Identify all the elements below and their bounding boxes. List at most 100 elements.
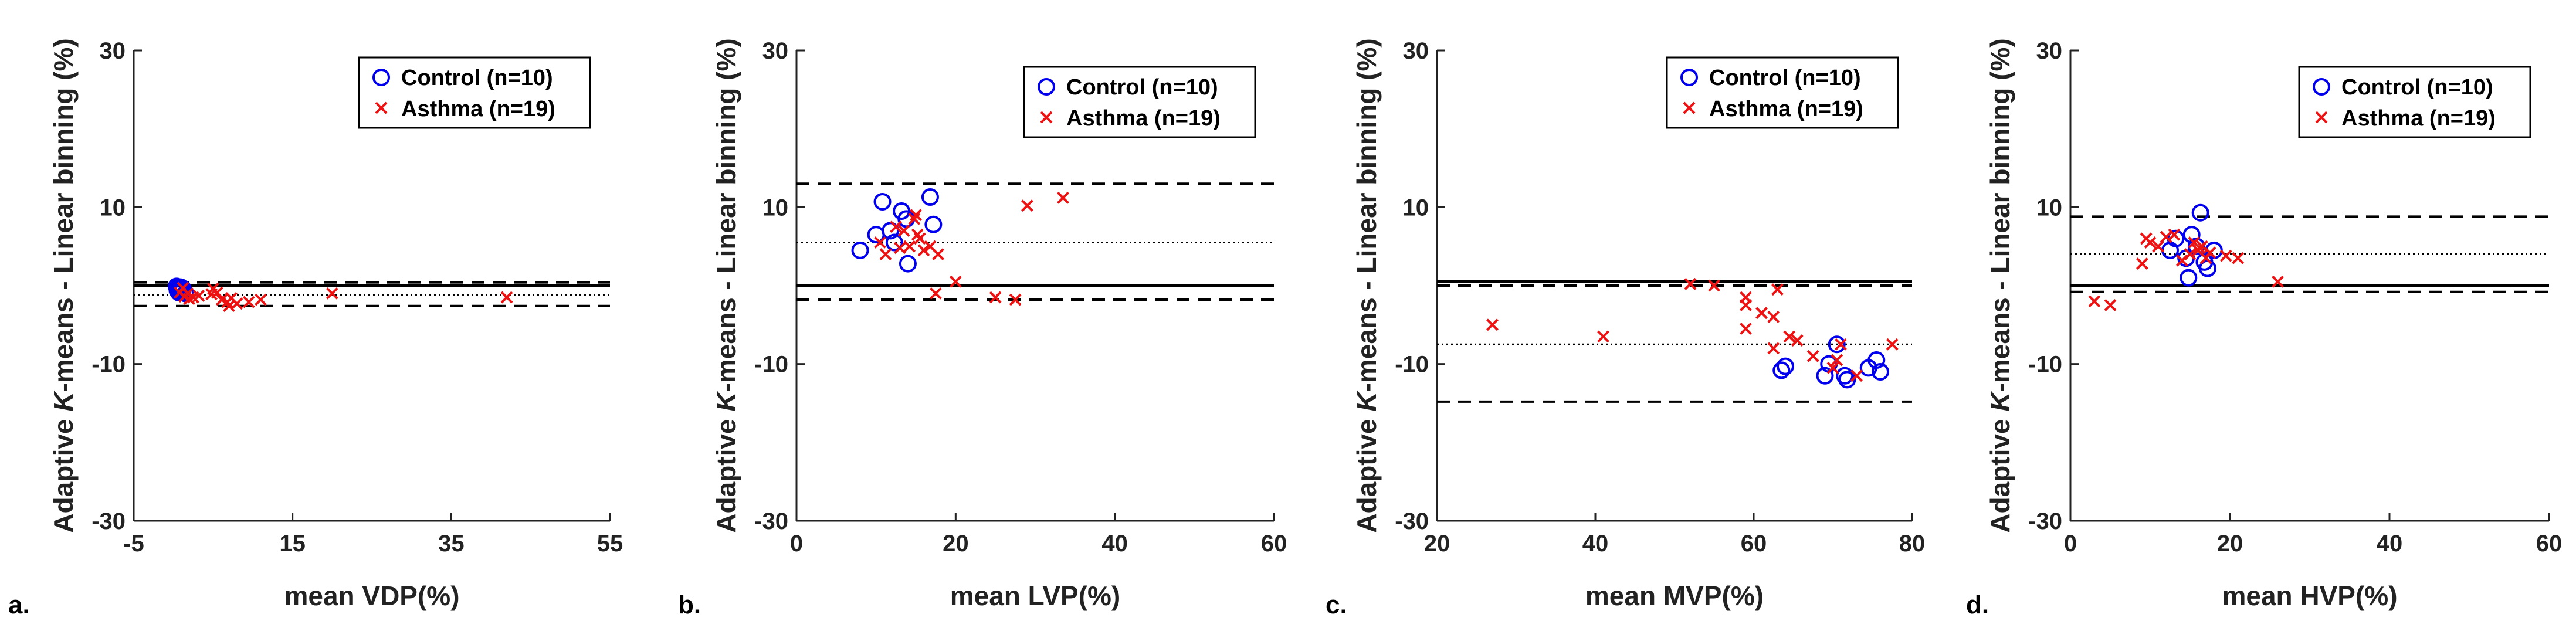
panel-label: c.: [1326, 591, 1347, 619]
control-point: [1838, 371, 1856, 389]
legend: Control (n=10) Asthma (n=19): [1666, 56, 1899, 129]
x-axis-label: mean LVP(%): [950, 581, 1121, 611]
asthma-point: [2160, 230, 2172, 243]
asthma-point: [2175, 254, 2188, 267]
legend-box: [1023, 66, 1256, 138]
asthma-point: [2219, 249, 2232, 262]
y-tick-label: -30: [2028, 508, 2062, 534]
asthma-point: [874, 236, 886, 249]
asthma-point: [932, 248, 944, 260]
legend-asthma-marker: [1040, 111, 1053, 124]
x-tick-label: 40: [1101, 531, 1128, 557]
y-tick-label: 10: [1403, 195, 1429, 220]
x-tick-label: 15: [279, 531, 306, 557]
x-axis-label: mean MVP(%): [1585, 581, 1764, 611]
legend: Control (n=10) Asthma (n=19): [358, 56, 591, 129]
asthma-point: [2193, 242, 2206, 255]
y-axis-label: Adaptive K-means - Linear binning (%): [1351, 38, 1382, 532]
asthma-point: [1791, 334, 1804, 347]
panel-label: b.: [678, 591, 701, 619]
asthma-point: [326, 287, 338, 300]
x-axis-label: mean HVP(%): [2222, 581, 2397, 611]
y-axis-label: Adaptive K-means - Linear binning (%): [711, 38, 741, 532]
legend-box: [358, 56, 591, 129]
control-point: [851, 241, 869, 259]
legend-asthma-label: Asthma (n=19): [2341, 106, 2496, 131]
y-tick-label: -30: [754, 508, 788, 534]
x-axis-label: mean VDP(%): [284, 581, 459, 611]
asthma-point: [2184, 248, 2197, 260]
asthma-point: [910, 209, 922, 222]
legend-control-label: Control (n=10): [401, 66, 553, 90]
asthma-point: [1806, 350, 1819, 362]
asthma-point: [903, 240, 916, 253]
x-tick-label: -5: [123, 531, 144, 557]
panel-label: d.: [1966, 591, 1989, 619]
legend-asthma-label: Asthma (n=19): [401, 97, 555, 121]
asthma-point: [1771, 283, 1784, 296]
asthma-point: [1740, 323, 1752, 335]
legend-asthma-marker: [1683, 101, 1696, 114]
asthma-point: [1009, 293, 1022, 306]
asthma-point: [242, 296, 255, 308]
asthma-point: [1740, 299, 1752, 311]
y-axis-label-part: Adaptive: [1985, 412, 2015, 533]
y-axis-label-part: -means - Linear binning (%): [1985, 38, 2015, 392]
control-point: [899, 255, 917, 273]
control-point: [885, 233, 903, 252]
control-point: [924, 215, 943, 233]
asthma-point: [930, 287, 942, 300]
panel-d: -30 -10 10 30 0 20 40 60 Control (n=10) Asthma (n…: [1966, 38, 2562, 619]
legend-asthma-label: Asthma (n=19): [1066, 106, 1221, 131]
x-tick-label: 40: [2377, 531, 2403, 557]
legend-box: [1666, 56, 1899, 129]
y-tick-label: -30: [91, 508, 126, 534]
asthma-point: [1767, 342, 1780, 355]
y-axis-label-part: Adaptive: [711, 412, 741, 533]
y-axis-label-part: K: [48, 391, 79, 412]
asthma-point: [1486, 318, 1499, 331]
legend-asthma-label: Asthma (n=19): [1709, 97, 1863, 121]
asthma-point: [2204, 246, 2216, 259]
asthma-point: [2136, 257, 2148, 270]
asthma-point: [1783, 330, 1796, 343]
asthma-point: [2144, 236, 2157, 249]
control-point: [2191, 203, 2209, 222]
control-point: [2180, 269, 2198, 287]
x-tick-label: 60: [2536, 531, 2563, 557]
legend: Control (n=10) Asthma (n=19): [2298, 66, 2531, 138]
y-axis-label: Adaptive K-means - Linear binning (%): [1985, 38, 2015, 532]
x-tick-label: 0: [790, 531, 803, 557]
x-tick-label: 20: [943, 531, 969, 557]
legend-asthma-marker: [2315, 111, 2328, 124]
asthma-point: [192, 289, 205, 302]
asthma-point: [917, 244, 930, 257]
y-tick-label: 10: [2036, 195, 2063, 220]
legend-control-label: Control (n=10): [1066, 75, 1218, 100]
y-tick-label: 10: [762, 195, 789, 220]
asthma-point: [2104, 299, 2117, 311]
y-tick-label: -10: [91, 352, 126, 378]
asthma-point: [2272, 275, 2284, 288]
control-point: [921, 188, 939, 206]
x-tick-label: 20: [2217, 531, 2243, 557]
asthma-point: [1057, 191, 1069, 204]
asthma-point: [989, 291, 1002, 304]
legend-control-marker: [1680, 69, 1698, 86]
control-point: [1777, 357, 1794, 375]
x-tick-label: 20: [1424, 531, 1450, 557]
legend-control-marker: [1038, 78, 1055, 96]
y-tick-label: -10: [2028, 352, 2062, 378]
y-axis-label-part: Adaptive: [48, 412, 79, 533]
panel-b: -30 -10 10 30 0 20 40 60 Control (n=10) Asthma (n…: [678, 38, 1287, 619]
y-axis-label-part: K: [1351, 391, 1382, 412]
control-point: [1816, 367, 1834, 385]
asthma-point: [879, 248, 892, 260]
x-tick-label: 35: [438, 531, 465, 557]
control-point: [2182, 226, 2201, 244]
asthma-point: [231, 297, 243, 310]
asthma-point: [177, 281, 189, 294]
asthma-point: [205, 288, 218, 301]
control-point: [1772, 361, 1791, 379]
legend-control-marker: [2313, 78, 2330, 96]
